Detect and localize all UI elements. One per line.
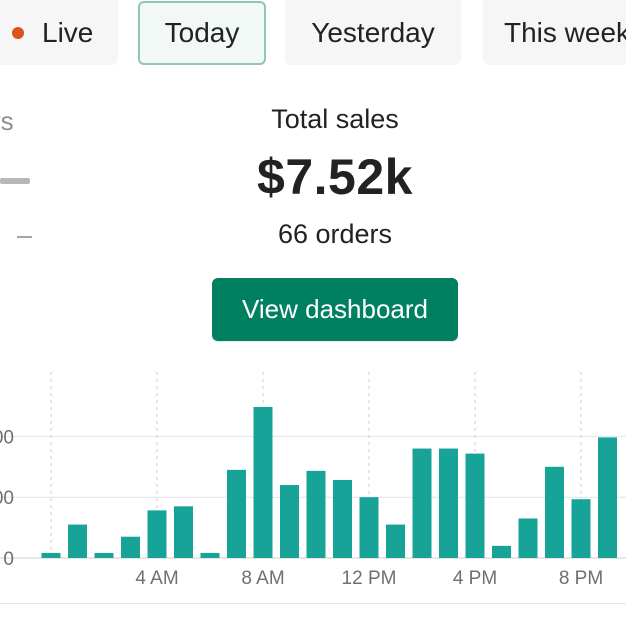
chart-bar[interactable] <box>253 407 273 558</box>
chart-bar[interactable] <box>492 545 511 558</box>
chart-bar[interactable] <box>280 485 299 558</box>
chart-bar[interactable] <box>306 470 326 558</box>
chart-bar[interactable] <box>545 466 564 558</box>
tab-live[interactable]: Live <box>0 0 118 65</box>
x-tick-label: 8 PM <box>559 568 603 589</box>
live-indicator-icon <box>12 26 24 39</box>
total-sales-value: $7.52k <box>257 149 413 205</box>
chart-bar[interactable] <box>227 469 246 558</box>
chart-bar[interactable] <box>200 552 220 558</box>
orders-count: 66 orders <box>277 219 393 249</box>
x-tick-label: 4 AM <box>135 568 178 589</box>
chart-bar[interactable] <box>147 510 167 558</box>
chart-y-axis: 0 300 600 <box>0 427 14 570</box>
chart-bar[interactable] <box>359 497 379 558</box>
chart-bar[interactable] <box>68 524 87 558</box>
tab-live-label: Live <box>42 16 94 48</box>
chart-x-axis: 4 AM 8 AM 12 PM 4 PM 8 PM <box>135 568 603 589</box>
chart-bar[interactable] <box>333 479 352 558</box>
y-tick-label: 0 <box>3 549 14 570</box>
chart-bar[interactable] <box>412 448 432 558</box>
tab-today-label: Today <box>164 17 240 48</box>
chart-bar[interactable] <box>518 518 538 558</box>
chart-bar[interactable] <box>41 552 61 558</box>
left-metric-subvalue-placeholder <box>17 236 32 238</box>
chart-bar[interactable] <box>94 552 114 558</box>
hourly-sales-bar-chart: 0 300 600 4 AM 8 AM 12 PM 4 PM 8 PM <box>0 372 626 589</box>
y-tick-label: 600 <box>0 427 14 448</box>
tab-yesterday[interactable]: Yesterday <box>285 0 461 65</box>
left-metric-value-placeholder <box>0 178 30 184</box>
tab-today[interactable]: Today <box>138 1 266 65</box>
x-tick-label: 4 PM <box>453 568 497 589</box>
tab-this-week-label: This week <box>504 16 626 48</box>
chart-bar[interactable] <box>174 506 193 558</box>
left-metric-label: rs <box>0 106 14 136</box>
chart-bars <box>41 407 617 558</box>
chart-bar[interactable] <box>465 453 485 558</box>
total-sales-label: Total sales <box>271 104 399 134</box>
y-tick-label: 300 <box>0 488 14 509</box>
section-divider <box>0 603 626 604</box>
chart-bar[interactable] <box>121 536 140 558</box>
chart-bar[interactable] <box>439 448 458 558</box>
chart-bar[interactable] <box>598 437 617 558</box>
x-tick-label: 8 AM <box>241 568 284 589</box>
tab-this-week[interactable]: This week <box>483 0 626 65</box>
chart-bar[interactable] <box>571 499 591 558</box>
x-tick-label: 12 PM <box>342 568 397 589</box>
tab-yesterday-label: Yesterday <box>311 16 435 48</box>
view-dashboard-button[interactable]: View dashboard <box>212 278 458 341</box>
chart-bar[interactable] <box>386 524 405 558</box>
